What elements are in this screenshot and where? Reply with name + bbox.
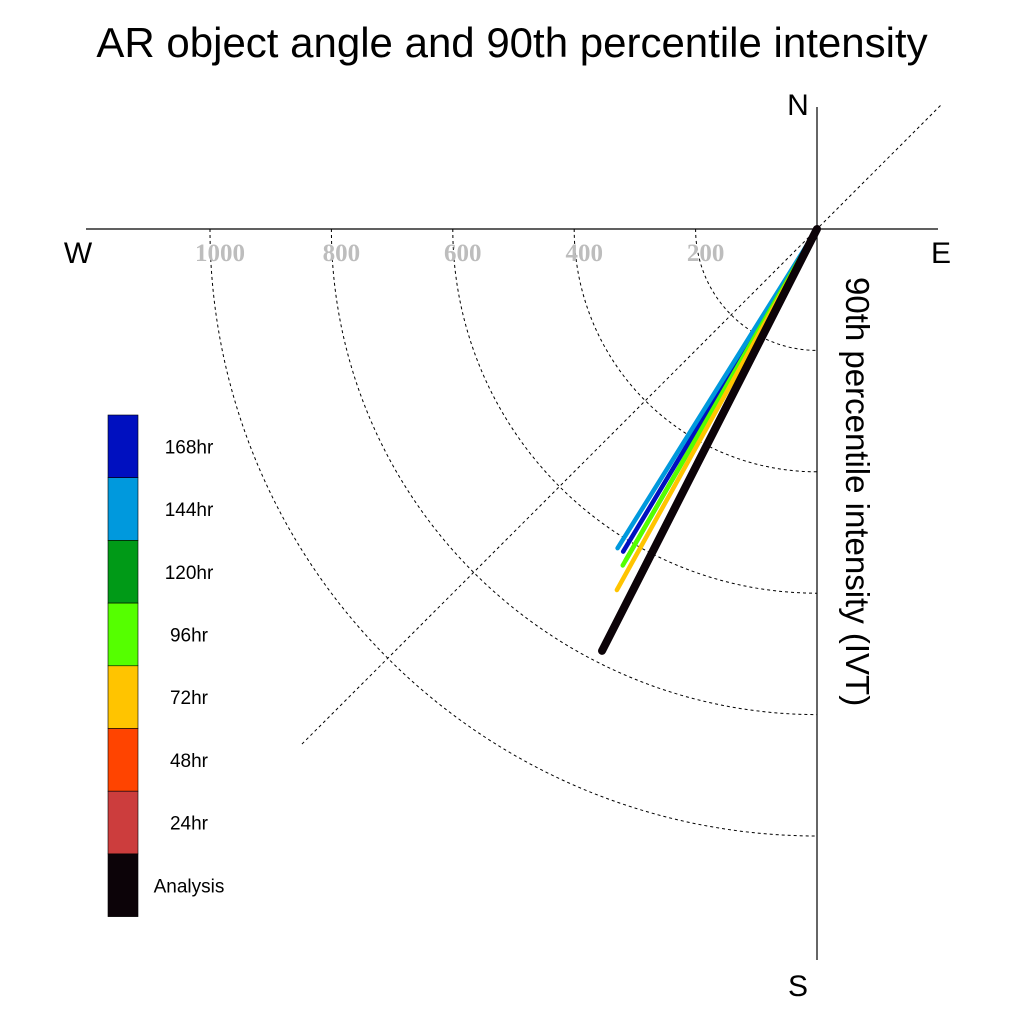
legend-swatch-120hr [107, 540, 139, 604]
legend-label-96hr: 96hr [170, 625, 209, 646]
legend-label-analysis: Analysis [154, 876, 225, 897]
legend-label-144hr: 144hr [165, 500, 214, 521]
legend-swatch-72hr [107, 665, 139, 729]
tick-label-1000: 1000 [195, 240, 245, 267]
grid [209, 104, 942, 837]
series-lines [598, 225, 821, 655]
compass-west: W [64, 237, 93, 270]
legend-swatch-168hr [107, 414, 139, 479]
legend-label-168hr: 168hr [165, 437, 214, 458]
compass-north: N [787, 89, 809, 122]
grid-arc-800 [330, 228, 818, 716]
legend-swatch-24hr [107, 790, 139, 855]
legend-label-72hr: 72hr [170, 688, 209, 709]
radial-tick-labels: 200 400 600 800 1000 [195, 240, 724, 267]
legend-label-120hr: 120hr [165, 563, 214, 584]
grid-arc-600 [452, 228, 818, 594]
grid-arc-400 [573, 228, 818, 473]
tick-label-600: 600 [444, 240, 482, 267]
series-line-analysis [598, 225, 821, 655]
tick-label-400: 400 [565, 240, 603, 267]
chart-title: AR object angle and 90th percentile inte… [96, 19, 927, 66]
compass-east: E [931, 237, 951, 270]
tick-label-800: 800 [323, 240, 361, 267]
legend-swatch-analysis [107, 853, 139, 917]
legend: 168hr 144hr 120hr 96hr 72hr 48hr 24hr Analysis [107, 414, 225, 917]
y-axis-label: 90th percentile intensity (IVT) [839, 277, 876, 706]
legend-label-24hr: 24hr [170, 814, 209, 835]
legend-swatch-144hr [107, 477, 139, 541]
grid-arc-1000 [209, 228, 818, 837]
legend-swatch-96hr [107, 602, 139, 667]
grid-diagonal [301, 104, 942, 745]
tick-label-200: 200 [687, 240, 725, 267]
compass-south: S [788, 970, 808, 1003]
legend-swatch-48hr [107, 728, 139, 792]
grid-arc-200 [695, 228, 818, 351]
legend-label-48hr: 48hr [170, 751, 209, 772]
